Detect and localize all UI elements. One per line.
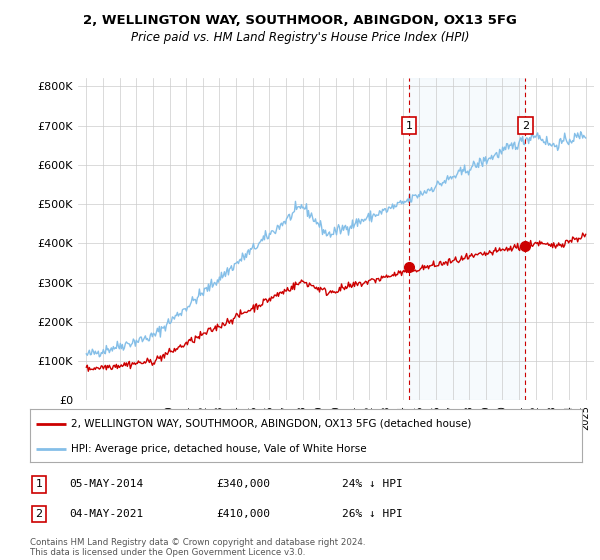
Text: 26% ↓ HPI: 26% ↓ HPI xyxy=(342,509,403,519)
Text: 2, WELLINGTON WAY, SOUTHMOOR, ABINGDON, OX13 5FG: 2, WELLINGTON WAY, SOUTHMOOR, ABINGDON, … xyxy=(83,14,517,27)
Text: HPI: Average price, detached house, Vale of White Horse: HPI: Average price, detached house, Vale… xyxy=(71,444,367,454)
Text: 04-MAY-2021: 04-MAY-2021 xyxy=(69,509,143,519)
Text: 24% ↓ HPI: 24% ↓ HPI xyxy=(342,479,403,489)
Text: Price paid vs. HM Land Registry's House Price Index (HPI): Price paid vs. HM Land Registry's House … xyxy=(131,31,469,44)
Text: 2: 2 xyxy=(35,509,43,519)
Text: 05-MAY-2014: 05-MAY-2014 xyxy=(69,479,143,489)
Bar xyxy=(409,78,526,400)
Text: 1: 1 xyxy=(35,479,43,489)
Text: 1: 1 xyxy=(406,120,412,130)
Text: 2: 2 xyxy=(522,120,529,130)
Text: £410,000: £410,000 xyxy=(216,509,270,519)
Text: £340,000: £340,000 xyxy=(216,479,270,489)
Text: 2, WELLINGTON WAY, SOUTHMOOR, ABINGDON, OX13 5FG (detached house): 2, WELLINGTON WAY, SOUTHMOOR, ABINGDON, … xyxy=(71,419,472,429)
Text: Contains HM Land Registry data © Crown copyright and database right 2024.
This d: Contains HM Land Registry data © Crown c… xyxy=(30,538,365,557)
